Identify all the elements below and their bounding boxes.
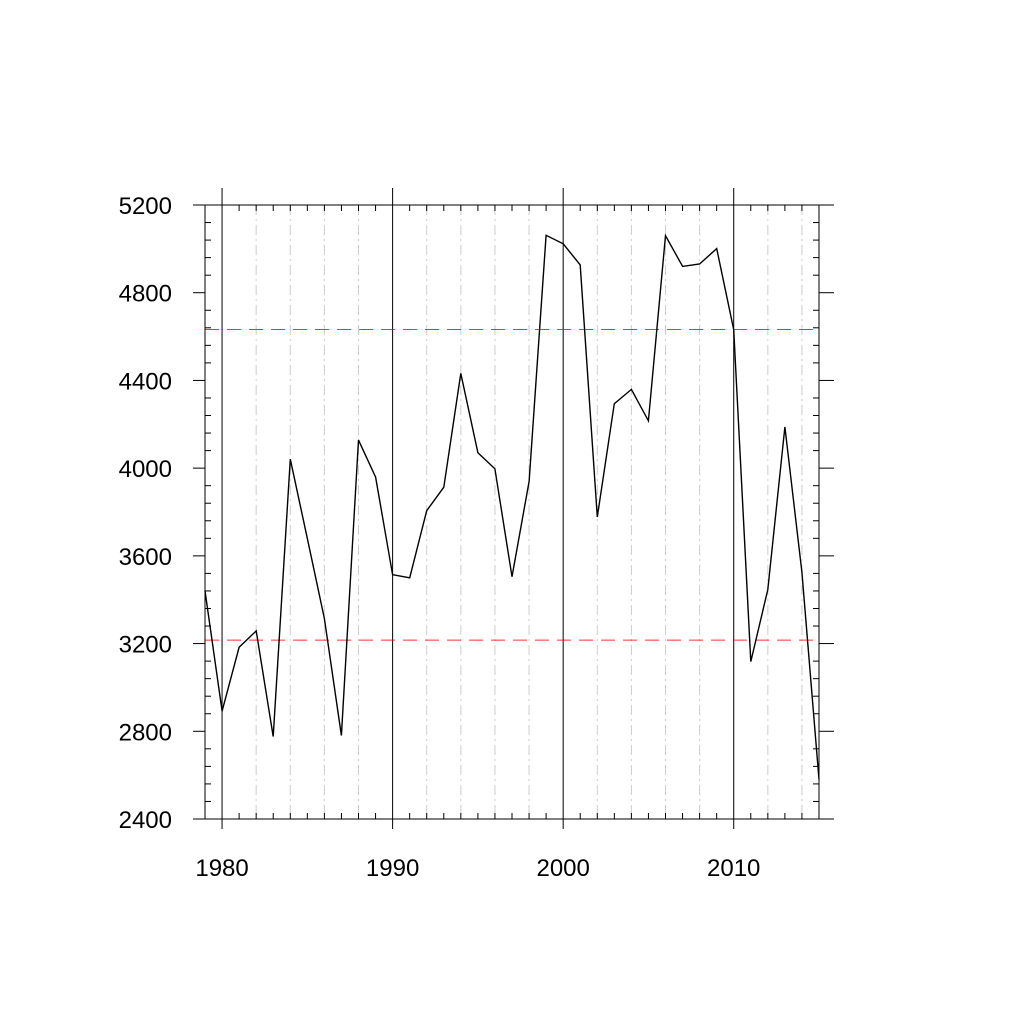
y-tick-label: 2400	[119, 807, 172, 834]
x-tick-label: 2010	[707, 855, 760, 882]
reference-lines	[205, 329, 819, 641]
y-tick-label: 2800	[119, 719, 172, 746]
series-layer	[204, 233, 820, 780]
x-tick-label: 1990	[366, 855, 419, 882]
x-tick-label: 2000	[536, 855, 589, 882]
y-tick-label: 4800	[119, 281, 172, 308]
y-tick-label: 3200	[119, 632, 172, 659]
y-tick-label: 4000	[119, 456, 172, 483]
y-tick-label: 5200	[119, 193, 172, 220]
grid	[221, 188, 803, 819]
y-tick-label: 4400	[119, 368, 172, 395]
series-line	[204, 233, 820, 780]
tick-labels: 1980 1990 2000 2010 2400 2800 3200 3600 4000 4400…	[119, 193, 761, 882]
axes	[193, 204, 834, 829]
y-tick-label: 3600	[119, 544, 172, 571]
x-tick-label: 1980	[195, 855, 248, 882]
